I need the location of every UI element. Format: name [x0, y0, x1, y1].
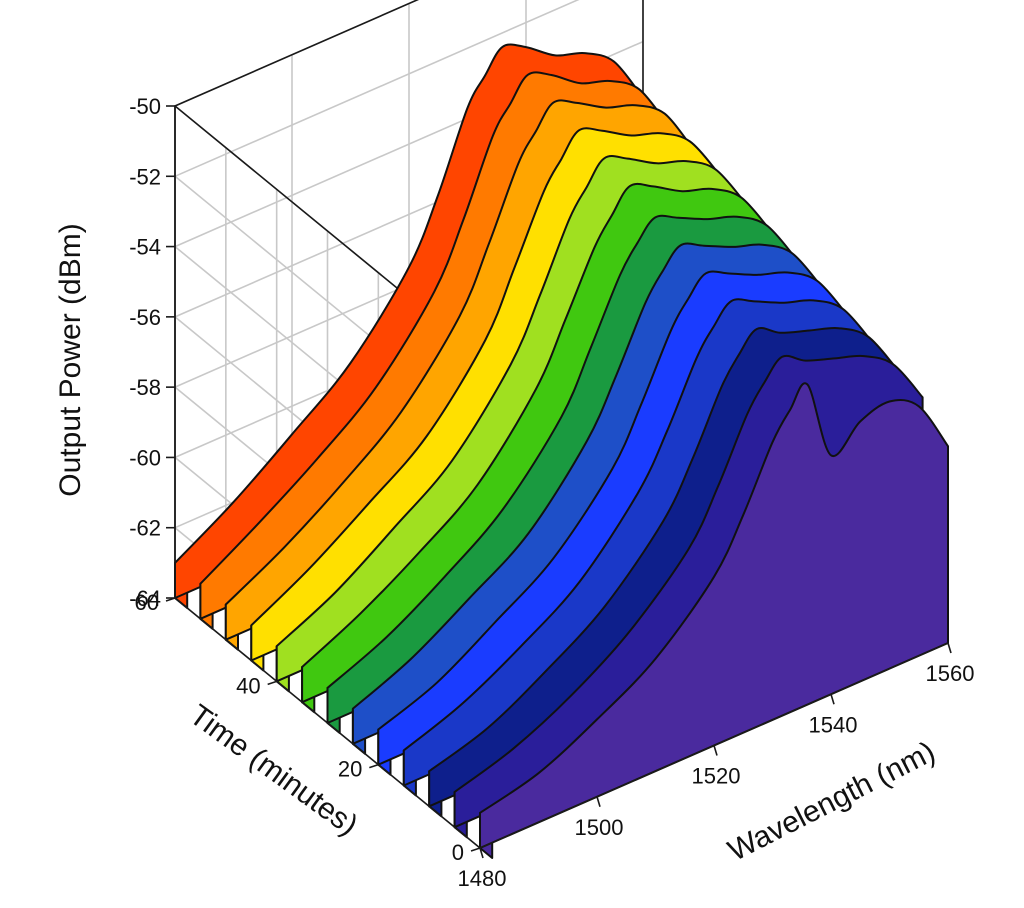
z-tick-label: -56: [129, 305, 161, 330]
y-tick-label: 20: [338, 757, 362, 782]
x-tick: [713, 745, 718, 756]
y-tick: [470, 847, 481, 852]
x-axis-title: Wavelength (nm): [723, 735, 941, 868]
x-tick-label: 1520: [692, 764, 741, 789]
y-tick: [369, 763, 379, 769]
x-tick-label: 1560: [926, 661, 975, 686]
y-tick: [267, 680, 277, 686]
x-tick: [479, 847, 484, 859]
x-tick: [596, 796, 601, 807]
z-tick-label: -58: [129, 375, 161, 400]
z-tick-label: -54: [129, 235, 161, 260]
y-tick-label: 40: [236, 673, 260, 698]
z-tick-label: -50: [129, 94, 161, 119]
spectrum-slices: [174, 43, 949, 859]
x-tick: [947, 642, 952, 654]
y-tick: [165, 597, 176, 602]
y-tick-label: 60: [135, 590, 159, 615]
y-tick-label: 0: [452, 840, 464, 865]
x-tick-label: 1540: [809, 712, 858, 737]
tick-labels: -50 -52 -54 -56 -58 -60 -62 -64 0 20 40 60 1480 1500 1…: [129, 94, 974, 891]
z-axis-title: Output Power (dBm): [54, 223, 87, 496]
x-tick-label: 1480: [458, 866, 507, 891]
x-tick: [830, 694, 835, 705]
z-tick-label: -62: [129, 516, 161, 541]
z-tick-label: -64: [129, 586, 161, 611]
x-tick-label: 1500: [575, 815, 624, 840]
z-tick-label: -60: [129, 445, 161, 470]
z-tick-label: -52: [129, 164, 161, 189]
y-axis-line: [174, 597, 481, 849]
slice-t0: [479, 382, 949, 849]
